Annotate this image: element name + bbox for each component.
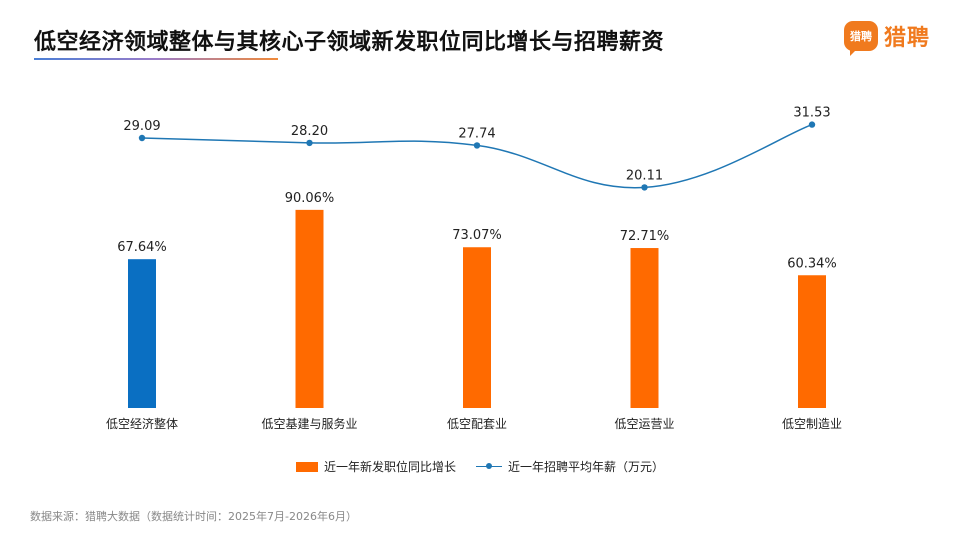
line-data-label: 28.20 — [291, 124, 328, 139]
bar-data-label: 60.34% — [787, 256, 837, 271]
bar — [295, 209, 324, 408]
bar — [798, 275, 826, 408]
logo-text: 猎聘 — [883, 26, 930, 51]
bar-data-label: 72.71% — [620, 229, 670, 244]
legend-item-line: 近一年招聘平均年薪（万元） — [476, 458, 664, 475]
line-data-label: 31.53 — [793, 106, 830, 121]
legend-bar-swatch — [295, 461, 318, 472]
line-point — [641, 184, 648, 191]
legend-item-bar: 近一年新发职位同比增长 — [295, 458, 456, 475]
legend-bar-label: 近一年新发职位同比增长 — [323, 460, 456, 474]
line-point — [808, 121, 816, 128]
bar-data-label: 73.07% — [452, 228, 502, 243]
liepin-logo: 猎聘 猎聘 — [843, 20, 930, 56]
line-point — [138, 134, 146, 142]
category-label: 低空制造业 — [782, 417, 842, 431]
logo-badge-icon: 猎聘 — [843, 21, 878, 56]
bar-data-label: 67.64% — [117, 240, 167, 255]
page-title: 低空经济领域整体与其核心子领域新发职位同比增长与招聘薪资 — [34, 30, 665, 55]
bar — [463, 247, 491, 408]
legend-line-label: 近一年招聘平均年薪（万元） — [508, 460, 665, 474]
category-label: 低空配套业 — [447, 417, 507, 431]
line-point — [473, 142, 481, 149]
title-underline — [34, 58, 278, 60]
line-point — [306, 139, 313, 147]
chart-legend: 近一年新发职位同比增长 近一年招聘平均年薪（万元） — [0, 458, 960, 475]
bar-data-label: 90.06% — [285, 191, 335, 206]
line-data-label: 20.11 — [626, 168, 663, 183]
category-label: 低空经济整体 — [106, 416, 178, 431]
bar — [630, 248, 659, 408]
bar — [128, 259, 156, 408]
line-data-label: 27.74 — [458, 126, 495, 141]
logo-badge-text: 猎聘 — [849, 30, 872, 43]
category-label: 低空基建与服务业 — [261, 416, 357, 431]
legend-line-swatch — [476, 462, 502, 472]
data-source-note: 数据来源：猎聘大数据（数据统计时间：2025年7月-2026年6月） — [30, 510, 357, 523]
line-data-label: 29.09 — [123, 119, 160, 134]
category-label: 低空运营业 — [614, 417, 674, 431]
